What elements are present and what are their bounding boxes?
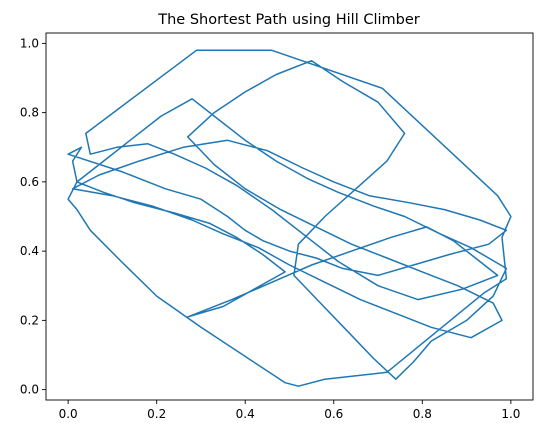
data-layer (67, 49, 512, 387)
x-axis: 0.0 0.2 0.4 0.6 0.8 1.0 (59, 400, 520, 421)
series-line-0 (67, 49, 512, 387)
plot-frame (45, 32, 534, 401)
x-tick-label: 0.4 (236, 407, 255, 421)
x-tick-label: 1.0 (501, 407, 520, 421)
chart-title: The Shortest Path using Hill Climber (157, 12, 420, 28)
y-tick-label: 0.6 (20, 175, 39, 189)
y-tick-label: 0.4 (20, 244, 39, 258)
y-tick-label: 1.0 (20, 36, 39, 50)
x-tick-label: 0.6 (324, 407, 343, 421)
x-tick-label: 0.2 (147, 407, 166, 421)
x-tick-label: 0.8 (413, 407, 432, 421)
y-tick-label: 0.8 (20, 106, 39, 120)
y-axis: 0.0 0.2 0.4 0.6 0.8 1.0 (20, 36, 46, 397)
y-tick-label: 0.2 (20, 313, 39, 327)
y-tick-label: 0.0 (20, 383, 39, 397)
x-tick-label: 0.0 (59, 407, 78, 421)
